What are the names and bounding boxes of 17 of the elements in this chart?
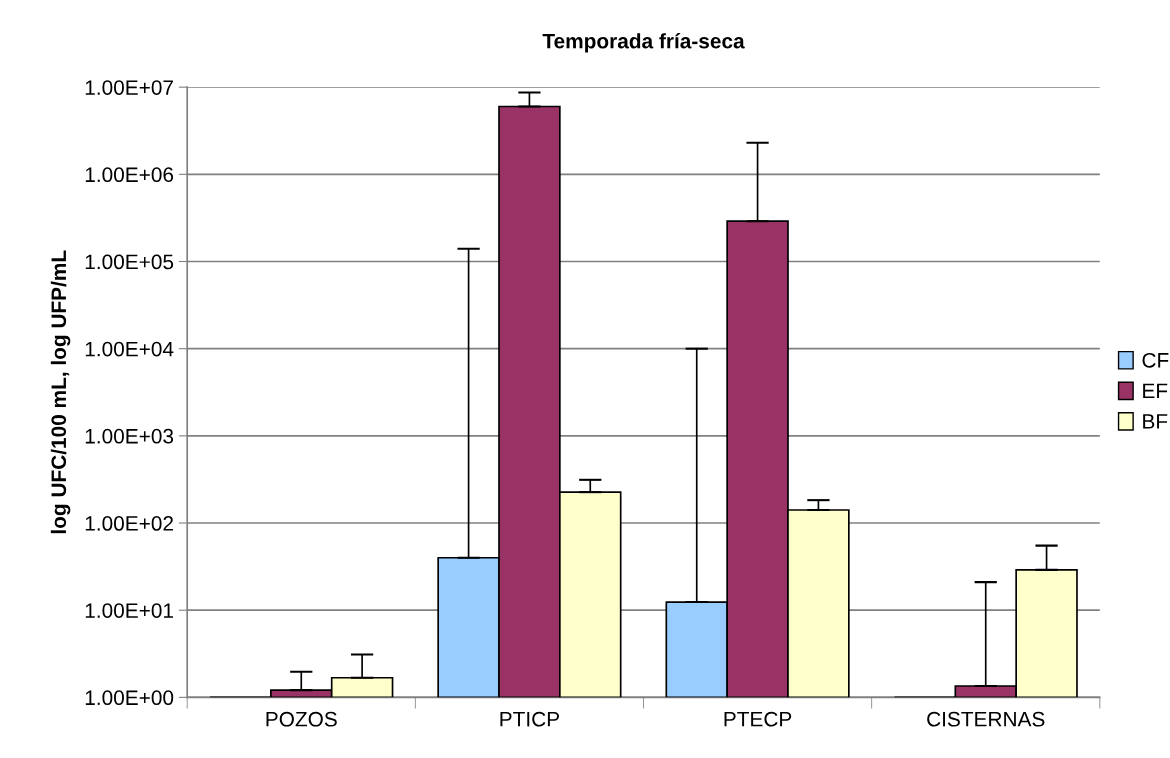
y-tick-label: 1.00E+06 bbox=[85, 167, 174, 183]
y-tick-label: 1.00E+03 bbox=[85, 428, 174, 444]
x-tick-label: POZOS bbox=[266, 711, 337, 727]
y-axis-title: log UFC/100 mL, log UFP/mL bbox=[50, 250, 71, 534]
x-tick-label: CISTERNAS bbox=[927, 711, 1045, 727]
legend-label: BF bbox=[1143, 414, 1168, 429]
x-tick-label: PTICP bbox=[500, 711, 559, 727]
x-tick-label: PTECP bbox=[724, 711, 792, 727]
legend-label: CF bbox=[1142, 352, 1169, 368]
y-tick-label: 1.00E+01 bbox=[85, 603, 173, 618]
y-tick-label: 1.00E+00 bbox=[85, 690, 174, 706]
y-tick-label: 1.00E+02 bbox=[85, 516, 173, 531]
legend-label: EF bbox=[1143, 383, 1168, 399]
y-tick-label: 1.00E+07 bbox=[85, 80, 173, 95]
y-tick-label: 1.00E+04 bbox=[85, 341, 174, 357]
y-tick-label: 1.00E+05 bbox=[85, 254, 174, 270]
chart-title: Temporada fría-seca bbox=[542, 33, 745, 53]
